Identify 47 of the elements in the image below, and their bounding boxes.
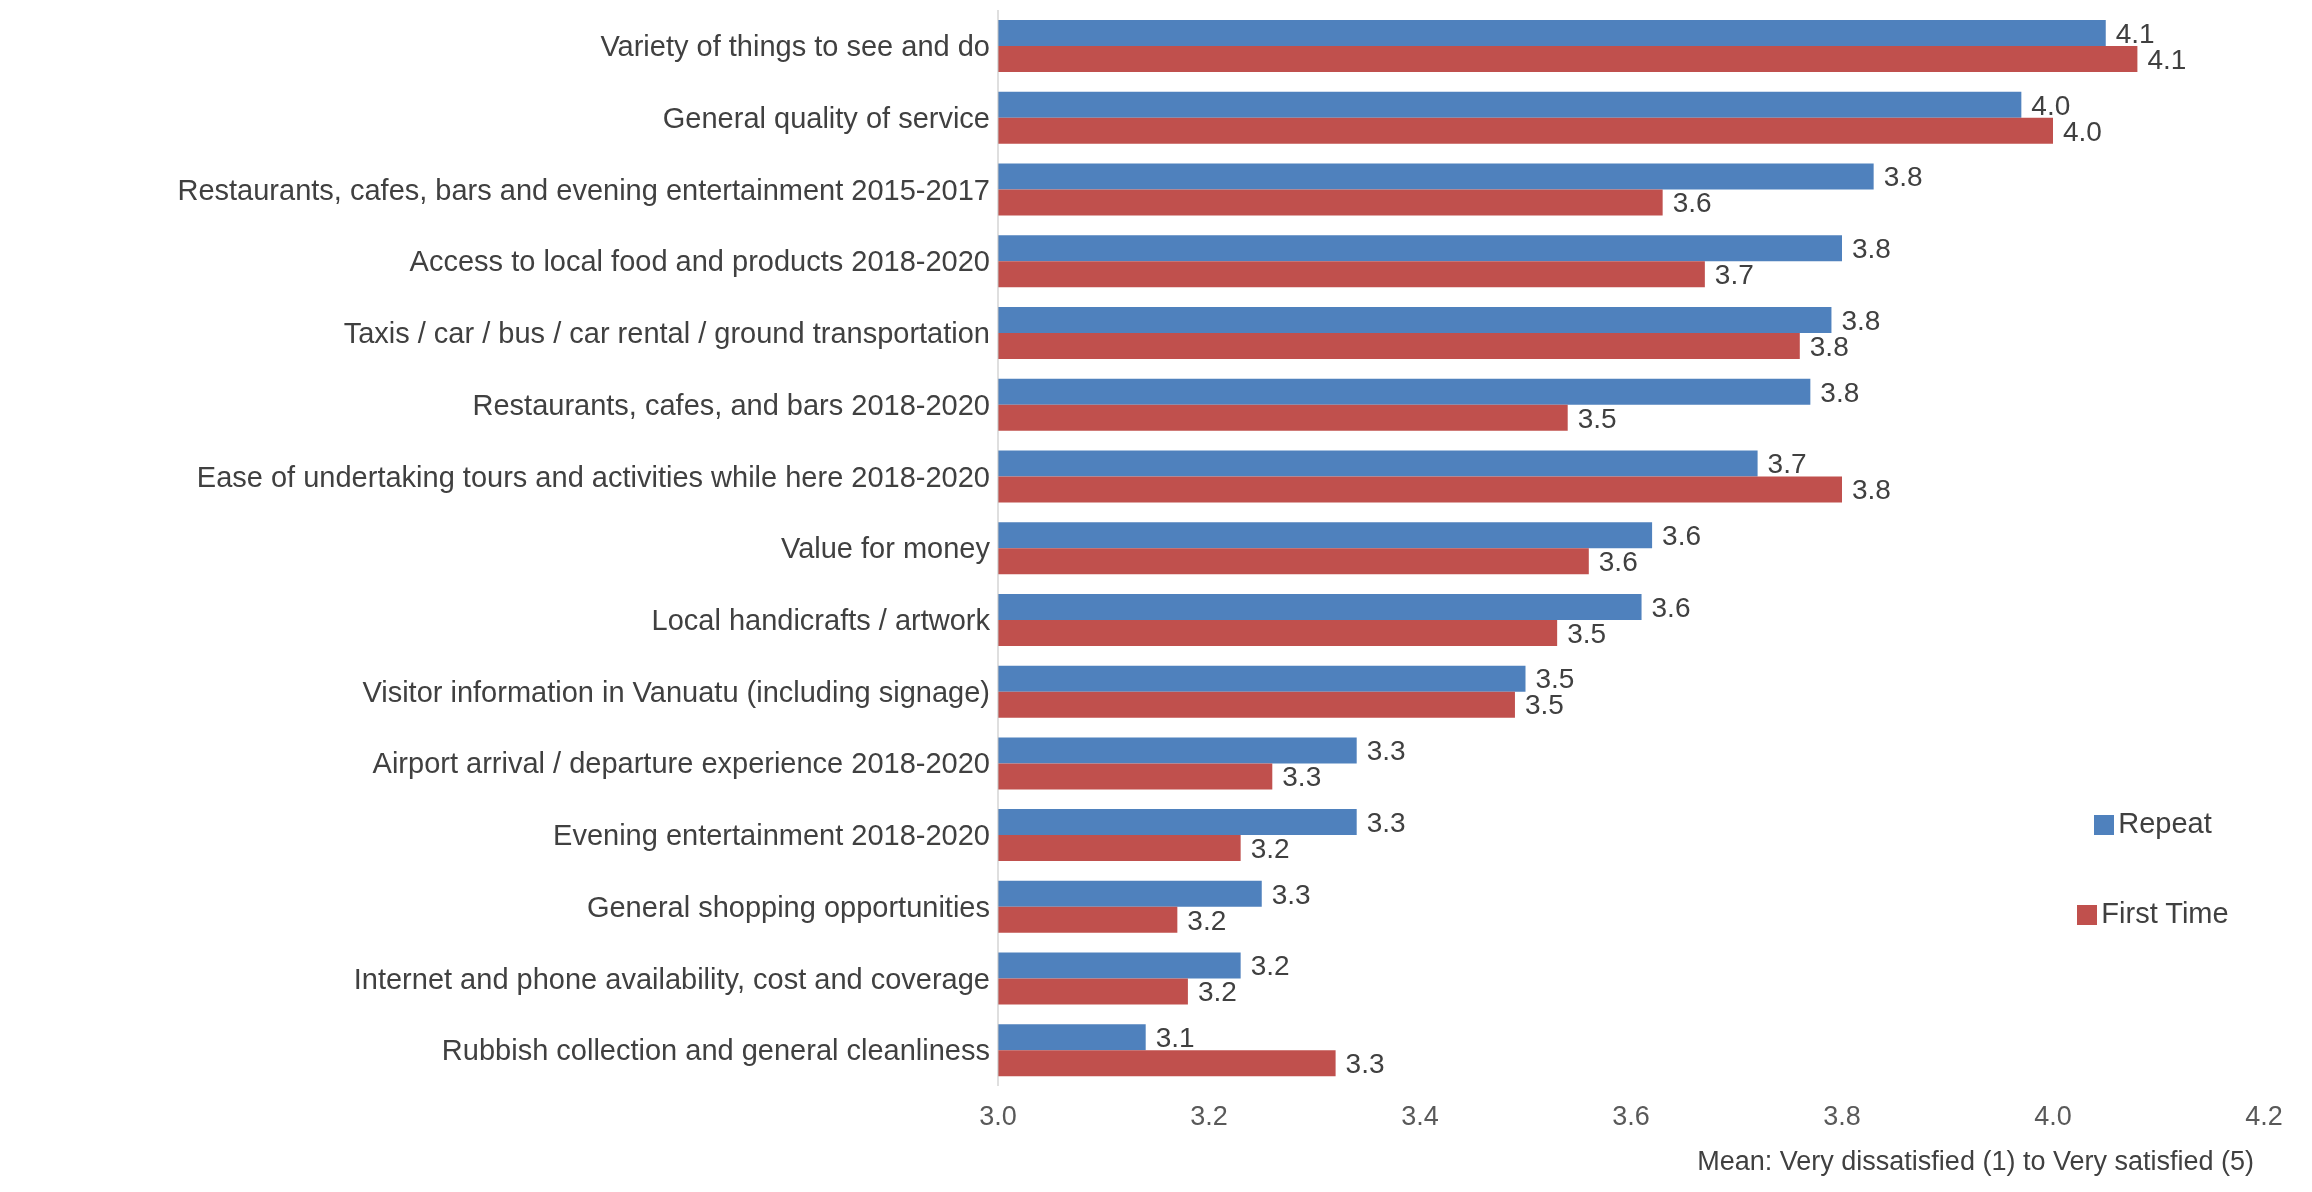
y-tick-label: Value for money <box>780 532 991 565</box>
y-tick-label: Evening entertainment 2018-2020 <box>553 819 990 852</box>
data-label: 3.8 <box>1820 376 1860 408</box>
data-label: 3.2 <box>1250 950 1290 982</box>
x-tick-label: 3.6 <box>1612 1101 1650 1132</box>
y-tick-label: Visitor information in Vanuatu (including signage) <box>362 675 990 708</box>
x-tick-label: 3.0 <box>979 1101 1017 1132</box>
legend-label: First Time <box>2101 897 2229 929</box>
x-tick-label: 3.2 <box>1190 1101 1228 1132</box>
data-label: 3.1 <box>1155 1022 1195 1054</box>
data-label: 3.5 <box>1567 617 1607 649</box>
y-tick-label: Ease of undertaking tours and activities while here 2018-2020 <box>196 460 990 493</box>
data-label: 3.3 <box>1282 761 1322 793</box>
data-label: 3.8 <box>1852 233 1891 265</box>
x-tick-label: 4.2 <box>2245 1101 2283 1132</box>
data-label: 3.3 <box>1271 878 1311 910</box>
y-tick-label: General quality of service <box>662 101 990 134</box>
y-tick-label: Internet and phone availability, cost and coverage <box>353 962 990 995</box>
data-label: 3.2 <box>1250 832 1290 864</box>
data-label: 3.6 <box>1662 519 1702 551</box>
data-label: 3.3 <box>1366 806 1406 838</box>
data-label: 3.2 <box>1197 976 1237 1008</box>
y-tick-label: Restaurants, cafes, and bars 2018-2020 <box>472 388 990 421</box>
x-axis-title: Mean: Very dissatisfied (1) to Very satisfied (5) <box>1697 1146 2254 1176</box>
y-tick-label: Restaurants, cafes, bars and evening entertainment 2015-2017 <box>177 173 990 206</box>
data-label: 3.6 <box>1598 545 1638 577</box>
data-label: 3.8 <box>1852 474 1891 506</box>
x-tick-label: 3.4 <box>1401 1101 1439 1132</box>
y-tick-label: Local handicrafts / artwork <box>651 604 991 637</box>
data-label: 3.5 <box>1577 402 1617 434</box>
legend-label: Repeat <box>2118 807 2212 839</box>
y-tick-label: Airport arrival / departure experience 2018-2020 <box>372 747 990 780</box>
data-label: 3.7 <box>1714 259 1754 291</box>
y-tick-label: Taxis / car / bus / car rental / ground transportation <box>343 317 990 350</box>
x-tick-label: 4.0 <box>2034 1101 2072 1132</box>
x-tick-label: 3.8 <box>1823 1101 1861 1132</box>
y-tick-label: Rubbish collection and general cleanliness <box>441 1034 990 1067</box>
data-label: 3.2 <box>1187 904 1227 936</box>
data-label: 3.3 <box>1345 1048 1385 1080</box>
y-tick-label: General shopping opportunities <box>586 890 990 923</box>
y-tick-label: Variety of things to see and do <box>600 30 990 63</box>
y-tick-label: Access to local food and products 2018-2020 <box>409 245 990 278</box>
data-label: 3.8 <box>1883 161 1923 193</box>
data-label: 3.6 <box>1651 591 1691 623</box>
data-label: 3.3 <box>1366 735 1406 767</box>
data-label: 3.6 <box>1672 187 1712 219</box>
data-label: 3.7 <box>1767 448 1807 480</box>
